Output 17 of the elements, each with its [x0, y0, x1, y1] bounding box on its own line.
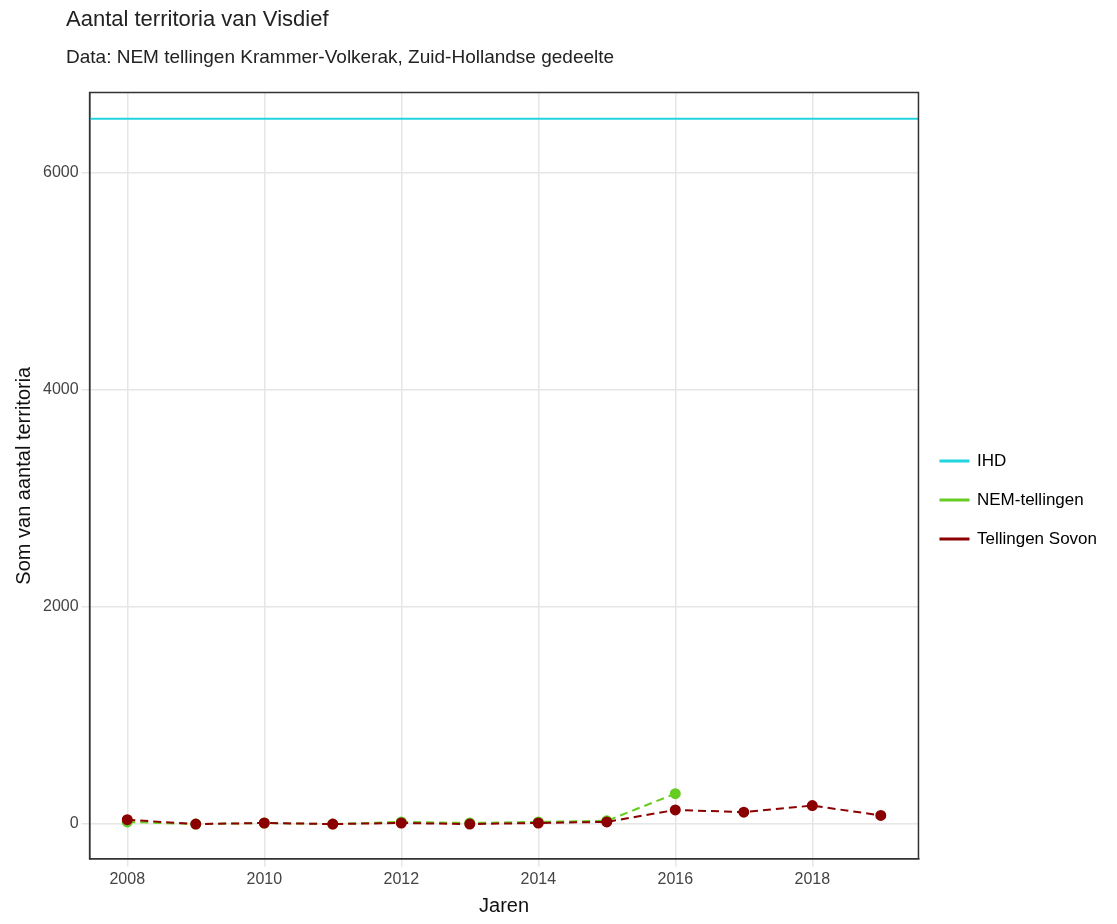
y-axis-title: Som van aantal territoria [11, 365, 34, 585]
y-tick-label: 4000 [43, 380, 79, 398]
chart-title: Aantal territoria van Visdief [66, 6, 329, 32]
x-tick-label: 2008 [109, 869, 146, 887]
x-tick-label: 2016 [657, 869, 694, 887]
legend-label: IHD [976, 450, 1007, 470]
x-axis-title: Jaren [479, 893, 530, 916]
x-tick-label: 2010 [246, 869, 283, 887]
y-tick-label: 2000 [43, 597, 79, 615]
y-tick-label: 0 [69, 814, 79, 832]
y-tick-label: 6000 [43, 163, 79, 181]
x-tick-label: 2014 [520, 869, 557, 887]
legend-label: Tellingen Sovon [976, 528, 1097, 548]
x-tick-label: 2012 [383, 869, 420, 887]
x-tick-label: 2018 [794, 869, 831, 887]
chart-subtitle: Data: NEM tellingen Krammer-Volkerak, Zuid-Hollandse gedeelte [66, 46, 615, 68]
legend-label: NEM-tellingen [976, 489, 1084, 509]
